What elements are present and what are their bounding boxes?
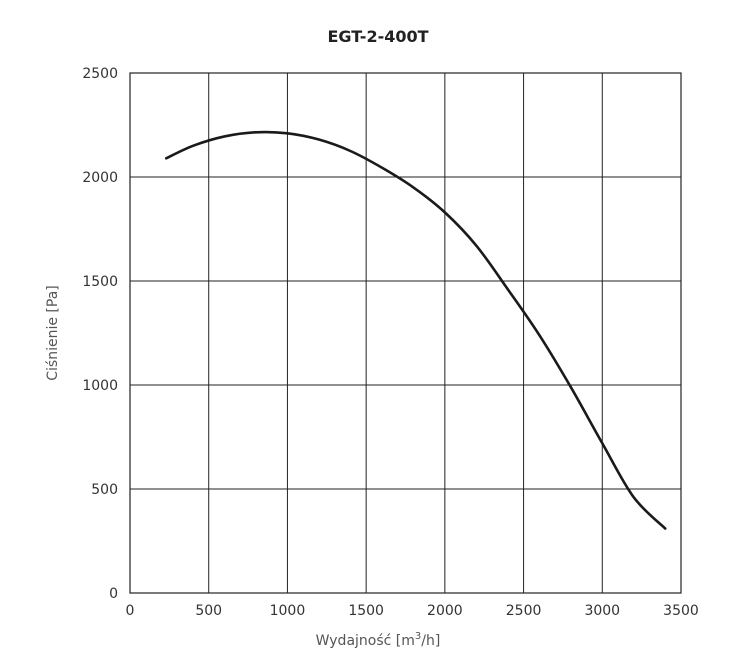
series-layer bbox=[164, 130, 667, 530]
series-line bbox=[164, 130, 667, 530]
x-tick-label: 1500 bbox=[348, 603, 384, 619]
y-tick-label: 2500 bbox=[82, 66, 118, 82]
y-tick-label: 500 bbox=[91, 482, 118, 498]
x-axis-label-superscript: 3 bbox=[415, 631, 421, 642]
tick-labels: 0 500 1000 1500 2000 2500 3000 3500 0 500 1000 1500… bbox=[82, 66, 698, 619]
x-axis-label: Wydajność [m3/h] bbox=[316, 631, 441, 649]
x-tick-label: 2500 bbox=[506, 603, 542, 619]
chart-title: EGT-2-400T bbox=[327, 27, 428, 46]
y-tick-label: 1500 bbox=[82, 274, 118, 290]
x-tick-label: 2000 bbox=[427, 603, 463, 619]
gridlines bbox=[129, 72, 682, 594]
plot-frame bbox=[129, 72, 682, 594]
x-axis-label-main: Wydajność [m bbox=[316, 633, 415, 649]
y-tick-label: 2000 bbox=[82, 170, 118, 186]
x-tick-label: 1000 bbox=[270, 603, 306, 619]
x-tick-label: 3000 bbox=[584, 603, 620, 619]
x-tick-label: 0 bbox=[126, 603, 135, 619]
x-tick-label: 500 bbox=[195, 603, 222, 619]
y-axis-label: Ciśnienie [Pa] bbox=[45, 285, 61, 380]
x-axis-label-tail: /h] bbox=[421, 633, 440, 649]
y-tick-label: 1000 bbox=[82, 378, 118, 394]
y-tick-label: 0 bbox=[109, 586, 118, 602]
x-tick-label: 3500 bbox=[663, 603, 699, 619]
